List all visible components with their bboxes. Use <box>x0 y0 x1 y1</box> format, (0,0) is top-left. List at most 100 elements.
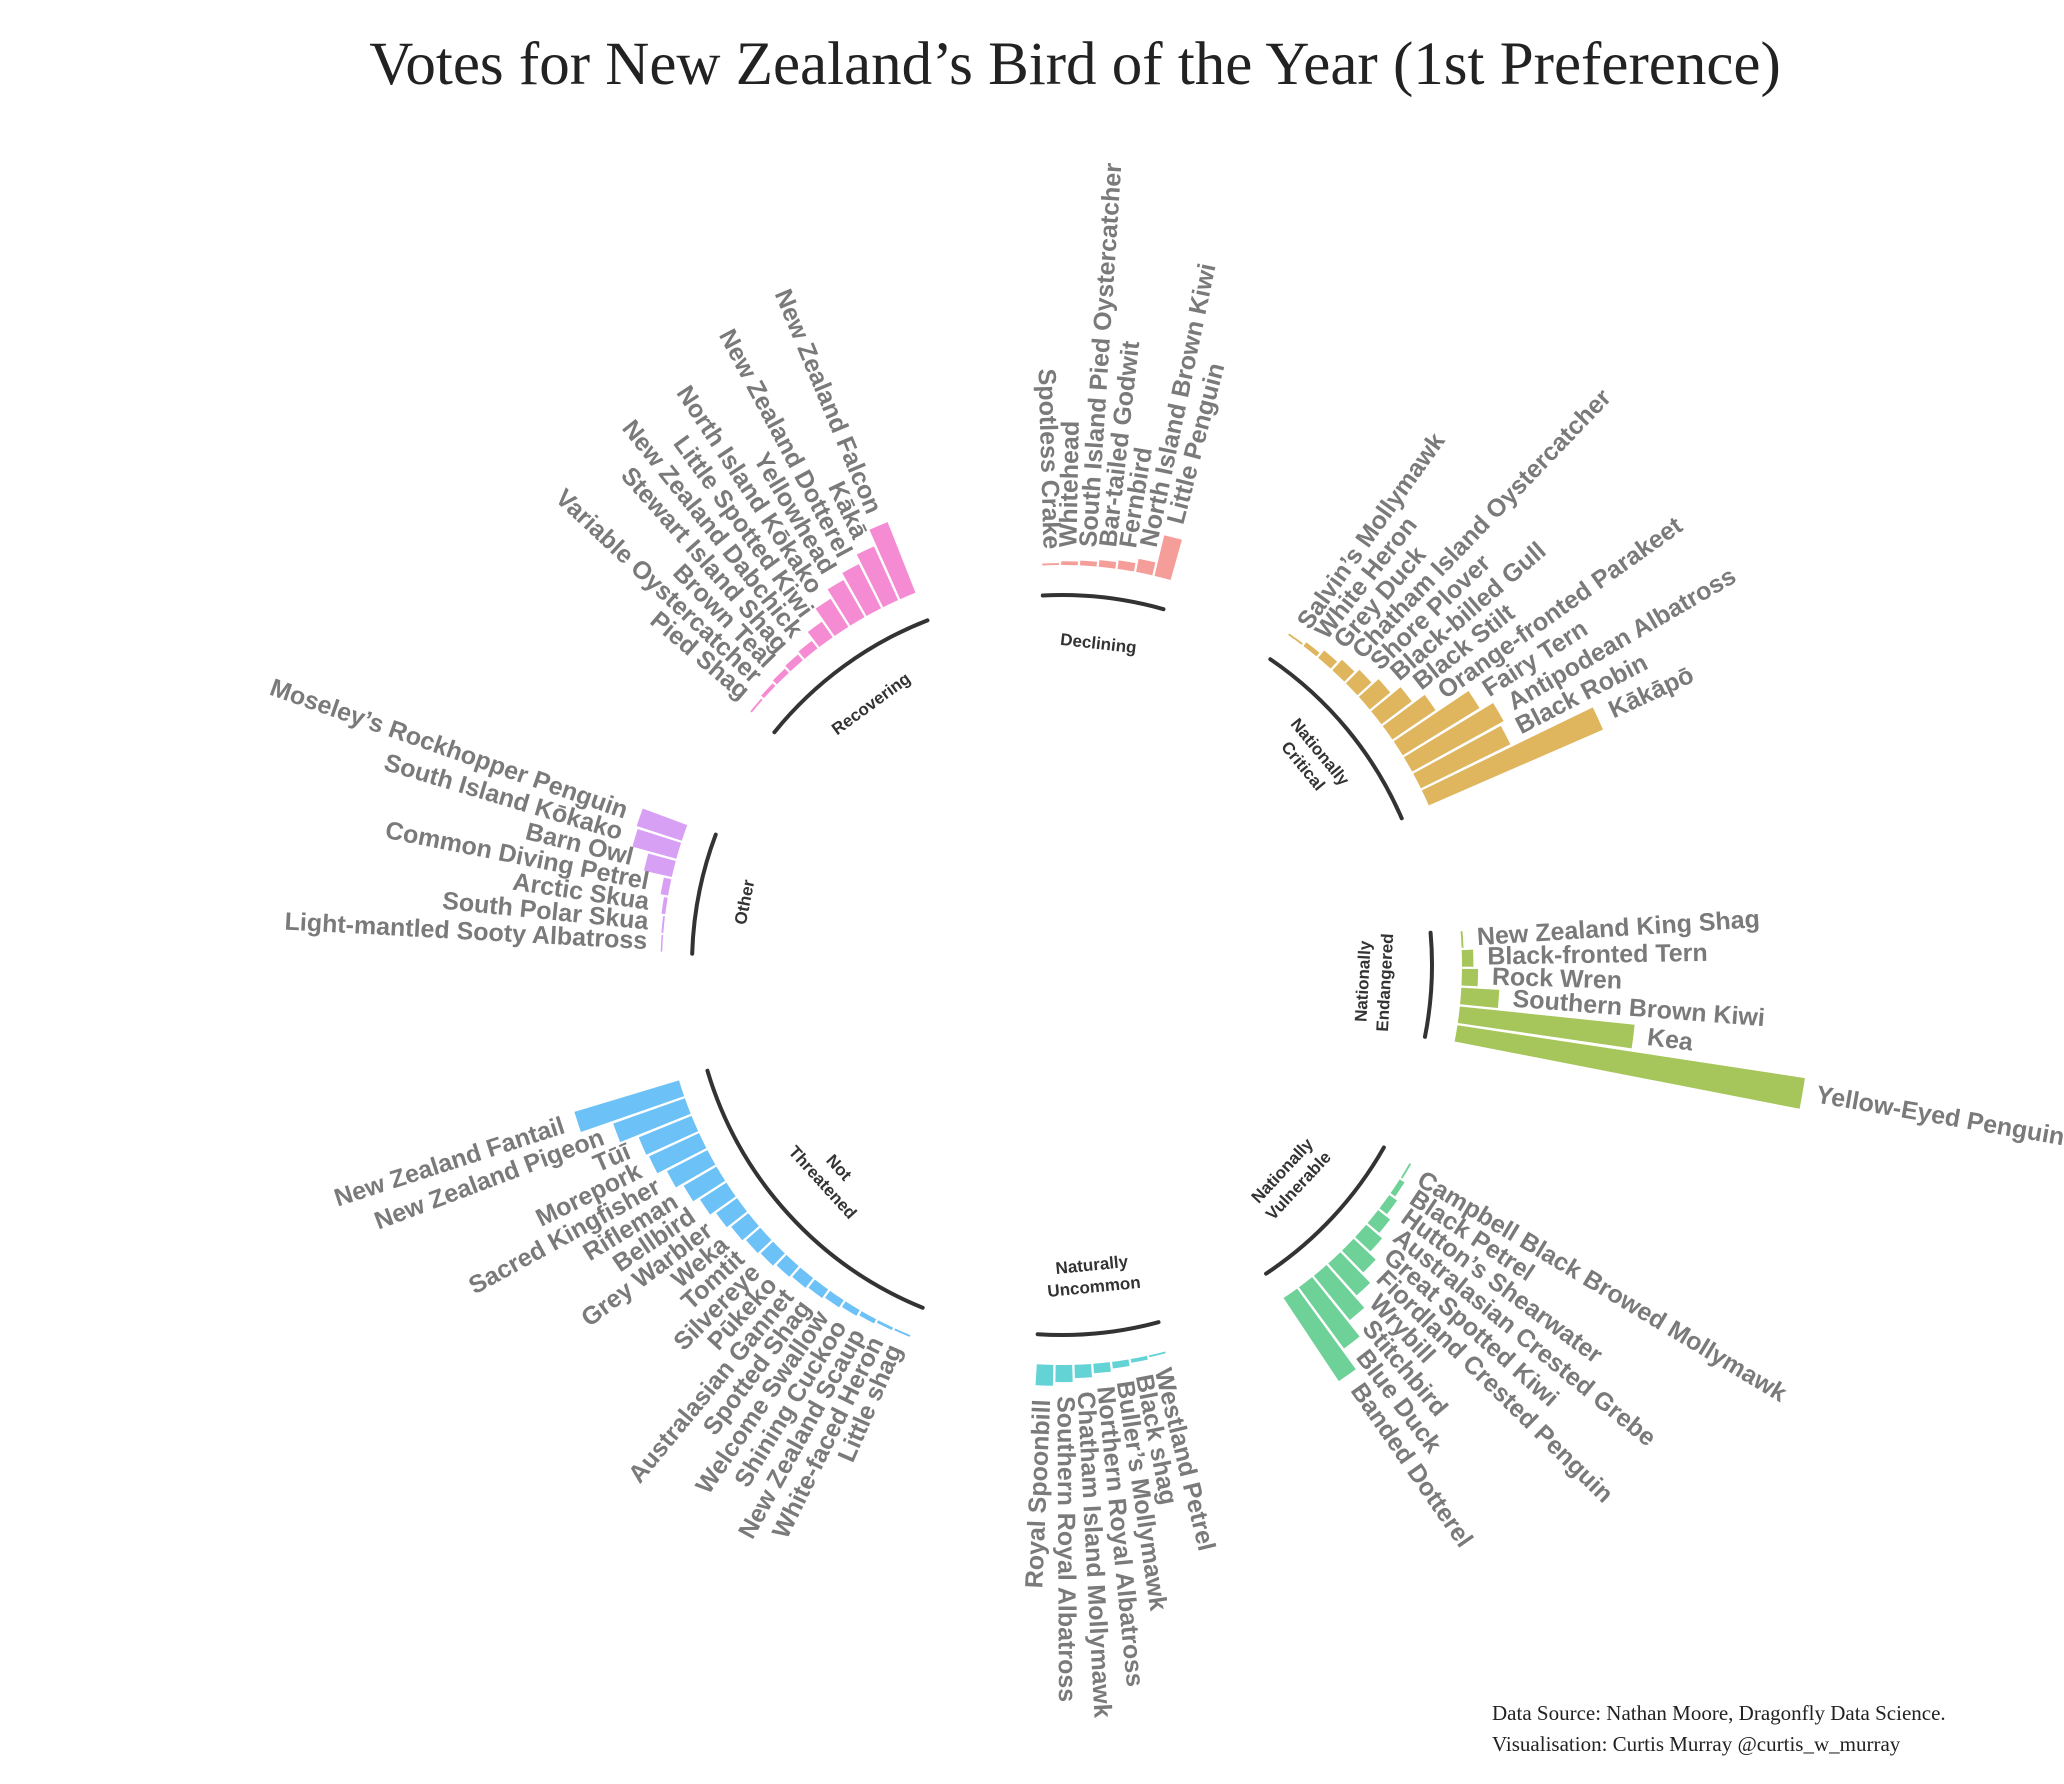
bar-stitchbird <box>1313 1265 1365 1321</box>
bar-shore-plover <box>1345 669 1372 696</box>
bar-sacred-kingfisher <box>666 1150 716 1188</box>
group-arc <box>1035 1320 1161 1337</box>
bar-little-spotted-kiwi <box>807 621 833 648</box>
bar-yellowhead <box>827 579 865 626</box>
bar-bellbird <box>700 1182 736 1215</box>
bar-new-zealand-falcon <box>869 522 916 600</box>
bird-label: Whitehead <box>1054 421 1084 548</box>
bar-black-billed-gull <box>1358 679 1391 710</box>
bar-new-zealand-fantail <box>574 1080 685 1132</box>
bar-great-spotted-kiwi <box>1355 1224 1383 1252</box>
bar-silvereye <box>760 1241 785 1266</box>
bird-label: Southern Royal Albatross <box>1051 1396 1080 1702</box>
group-arc <box>772 618 930 735</box>
bar-southern-brown-kiwi <box>1460 987 1500 1008</box>
bar-arctic-skua <box>661 897 668 915</box>
bar-whitehead <box>1061 561 1078 566</box>
bar-australasian-gannet <box>792 1267 814 1288</box>
bar-new-zealand-dabchick <box>798 640 818 659</box>
bar-common-diving-petrel <box>660 877 672 896</box>
bar-fernbird <box>1117 560 1136 572</box>
bar-white-faced-heron <box>876 1320 894 1331</box>
bird-label: Royal Spoonbill <box>1020 1399 1056 1589</box>
bar-black-robin <box>1413 725 1511 789</box>
bar-bar-tailed-godwit <box>1098 560 1117 569</box>
bird-label: Moseley’s Rockhopper Penguin <box>266 674 631 825</box>
group-label: NationallyCritical <box>1270 715 1354 804</box>
bar-k-k- <box>856 546 899 608</box>
bar-tomtit <box>746 1227 772 1254</box>
bar-hutton-s-shearwater <box>1379 1195 1398 1215</box>
bar-orange-fronted-parakeet <box>1382 694 1436 740</box>
bar-westland-petrel <box>1149 1351 1166 1358</box>
bird-label: Spotless Crake <box>1032 368 1065 549</box>
bar-rock-wren <box>1461 968 1479 987</box>
bar-south-island-pied-oystercatcher <box>1080 560 1097 567</box>
bar-chatham-island-oystercatcher <box>1332 659 1355 682</box>
bird-label: Kea <box>1646 1023 1696 1057</box>
credits-visualisation: Visualisation: Curtis Murray @curtis_w_m… <box>1492 1732 1901 1756</box>
bar-new-zealand-dotterel <box>842 564 882 617</box>
bar-morepork <box>649 1133 707 1174</box>
bar-barn-owl <box>643 853 676 878</box>
group-label: NationallyEndangered <box>1351 932 1397 1032</box>
bar-light-mantled-sooty-albatross <box>660 935 664 952</box>
group-label: Declining <box>1059 630 1137 658</box>
bar-moseley-s-rockhopper-penguin <box>636 808 688 841</box>
group-arcs-layer <box>690 593 1434 1337</box>
group-label: Other <box>731 878 759 927</box>
bird-label: Yellow-Eyed Penguin <box>1814 1081 2064 1152</box>
bar-banded-dotterel <box>1283 1288 1356 1382</box>
bar-little-shag <box>894 1328 911 1337</box>
bar-grey-duck <box>1318 650 1338 669</box>
credits: Data Source: Nathan Moore, Dragonfly Dat… <box>1492 1698 1946 1760</box>
group-arc <box>1268 657 1404 821</box>
bar-northern-royal-albatross <box>1093 1362 1111 1374</box>
group-arc <box>1264 1145 1386 1276</box>
bar-north-island-k-kako <box>815 598 849 636</box>
bar-new-zealand-scaup <box>859 1311 877 1324</box>
bar-new-zealand-king-shag <box>1460 931 1464 948</box>
bar-p-keko <box>776 1254 799 1277</box>
bar-campbell-black-browed-mollymawk <box>1400 1163 1412 1179</box>
group-arc <box>1422 930 1434 1039</box>
bars-layer <box>574 522 1805 1386</box>
bar-royal-spoonbill <box>1035 1364 1054 1386</box>
bar-white-heron <box>1303 642 1320 657</box>
bar-pied-shag <box>750 698 763 713</box>
group-label: Recovering <box>828 669 914 739</box>
group-label-line: Nationally <box>1351 940 1374 1023</box>
group-arc <box>690 832 718 956</box>
group-label: NationallyVulnerable <box>1246 1133 1335 1224</box>
bar-south-island-k-kako <box>632 828 682 859</box>
group-label-line: Declining <box>1059 630 1137 658</box>
bar-blue-duck <box>1298 1277 1360 1349</box>
group-labels-layer: NationallyEndangered NationallyVulnerable… <box>731 630 1397 1301</box>
group-label-line: Other <box>731 878 759 927</box>
bar-new-zealand-pigeon <box>613 1098 691 1143</box>
bar-fairy-tern <box>1393 690 1480 756</box>
bar-rifleman <box>683 1166 726 1202</box>
bar-spotted-shag <box>808 1279 829 1298</box>
bar-k-k-p- <box>1421 707 1604 806</box>
bar-little-penguin <box>1154 535 1182 581</box>
bar-buller-s-mollymawk <box>1112 1359 1130 1369</box>
group-arc <box>1040 593 1166 612</box>
bar-weka <box>731 1213 759 1241</box>
group-label-line: Recovering <box>828 669 914 739</box>
bar-fiordland-crested-penguin <box>1342 1238 1376 1273</box>
bar-spotless-crake <box>1042 563 1059 566</box>
bar-brown-teal <box>772 668 789 685</box>
credits-source: Data Source: Nathan Moore, Dragonfly Dat… <box>1492 1701 1946 1725</box>
group-label: NotThreatened <box>785 1127 877 1222</box>
bar-black-shag <box>1130 1355 1148 1363</box>
bar-wrybill <box>1328 1252 1371 1296</box>
bar-welcome-swallow <box>825 1290 844 1308</box>
bar-stewart-island-shag <box>785 654 803 672</box>
bar-shining-cuckoo <box>841 1301 860 1316</box>
bar-southern-royal-albatross <box>1055 1364 1073 1383</box>
bar-australasian-crested-grebe <box>1367 1210 1391 1233</box>
bar-chatham-island-mollymawk <box>1074 1363 1093 1379</box>
